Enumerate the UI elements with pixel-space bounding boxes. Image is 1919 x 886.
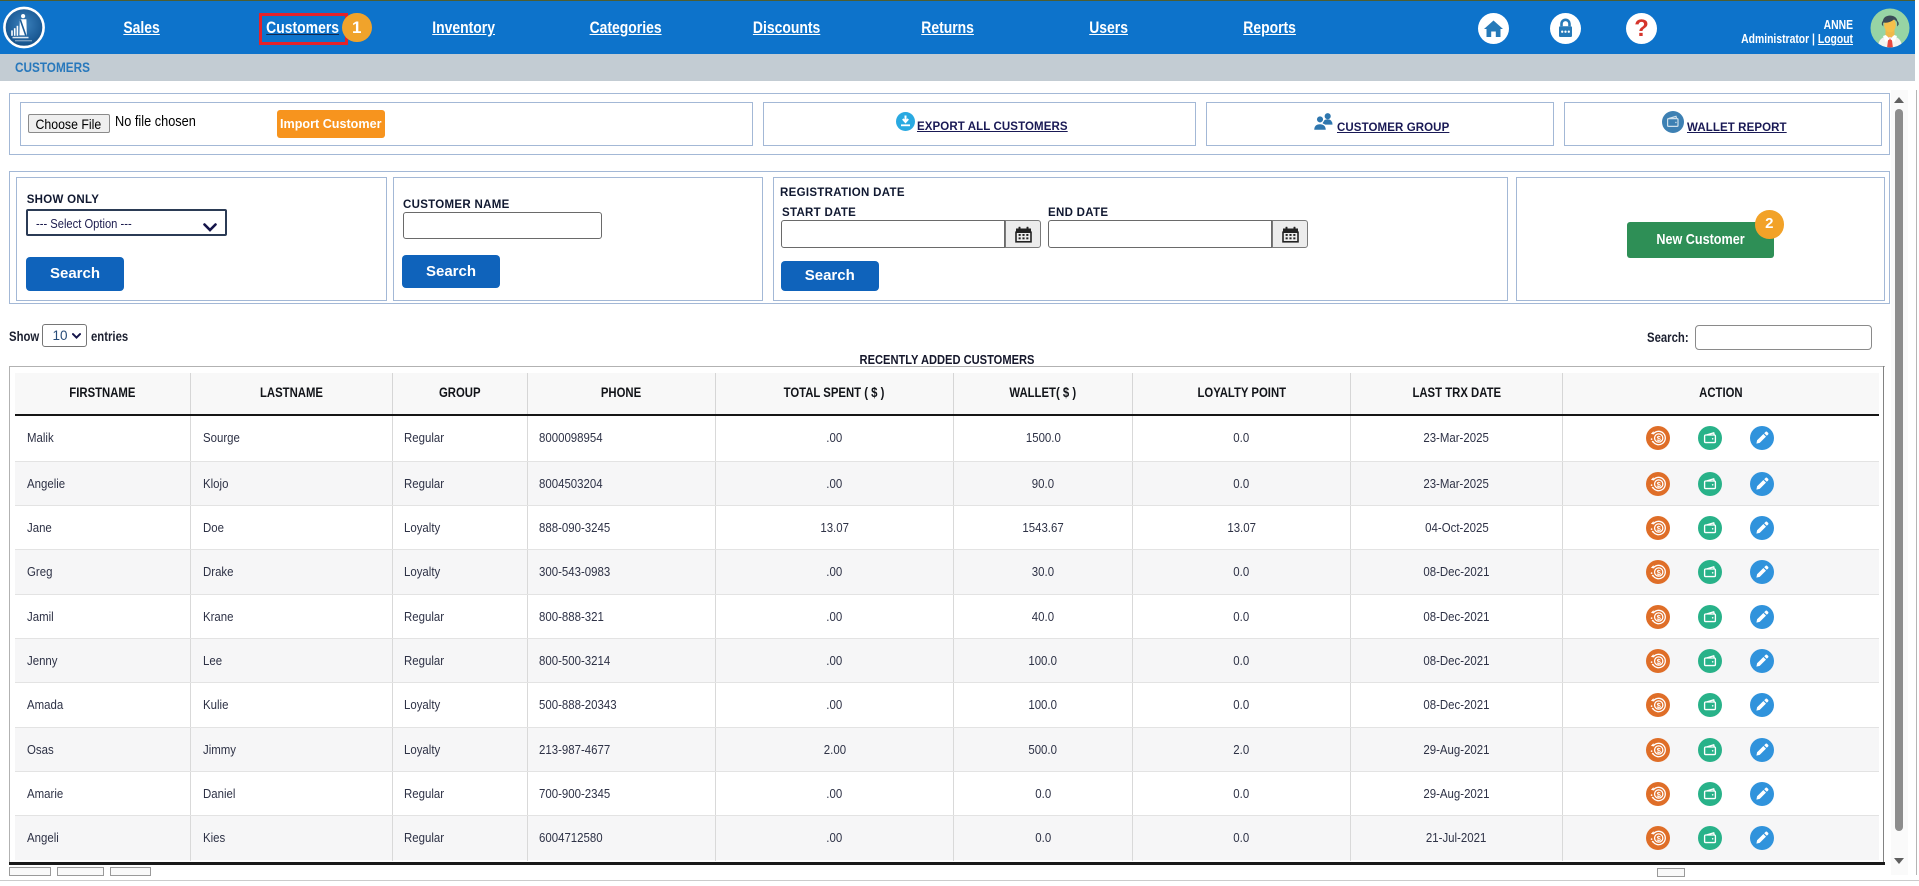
svg-text:$: $ bbox=[1656, 524, 1661, 533]
svg-text:$: $ bbox=[1656, 613, 1661, 622]
svg-text:$: $ bbox=[1656, 568, 1661, 577]
svg-text:?: ? bbox=[1634, 15, 1649, 42]
svg-text:$: $ bbox=[1656, 480, 1661, 489]
svg-text:$: $ bbox=[1656, 746, 1661, 755]
svg-text:$: $ bbox=[1656, 834, 1661, 843]
svg-text:$: $ bbox=[1656, 657, 1661, 666]
svg-text:$: $ bbox=[1656, 790, 1661, 799]
svg-text:$: $ bbox=[1656, 434, 1661, 443]
svg-text:$: $ bbox=[1656, 701, 1661, 710]
